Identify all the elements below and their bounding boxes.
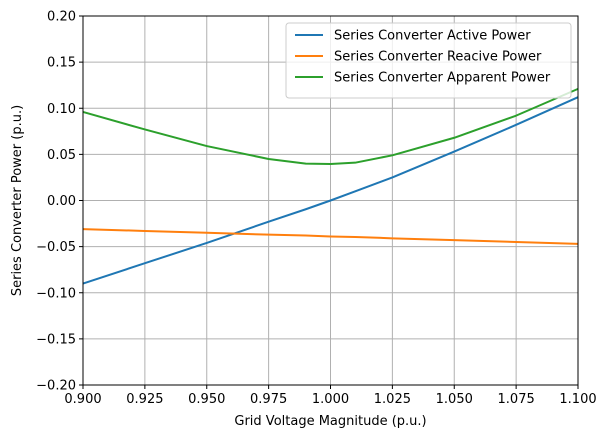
x-tick-label: 1.100: [559, 392, 596, 407]
legend: Series Converter Active Power Series Conv…: [285, 22, 572, 99]
y-tick-label: 0.10: [47, 102, 76, 117]
y-tick-label: 0.05: [47, 148, 76, 163]
x-axis-title: Grid Voltage Magnitude (p.u.): [234, 414, 426, 429]
legend-entry: Series Converter Apparent Power: [295, 71, 551, 86]
series-line-3: [82, 87, 579, 166]
legend-box: [285, 22, 572, 99]
y-tick-label: 0.20: [47, 10, 76, 25]
series-lines: [82, 87, 579, 285]
y-tick-label: −0.15: [36, 332, 76, 347]
legend-label: Series Converter Reacive Power: [334, 50, 542, 65]
legend-label: Series Converter Apparent Power: [334, 71, 551, 86]
x-tick-label: 1.050: [436, 392, 473, 407]
y-tick-label: −0.05: [36, 240, 76, 255]
legend-entry: Series Converter Active Power: [295, 29, 531, 44]
y-tick-label: −0.10: [36, 286, 76, 301]
x-tick-label: 1.000: [312, 392, 349, 407]
legend-entry: Series Converter Reacive Power: [295, 50, 542, 65]
x-tick-label: 1.075: [498, 392, 535, 407]
x-tick-label: 0.925: [126, 392, 163, 407]
axis-ticks: 0.900 0.925 0.950 0.975 1.000 1.025 1.050 1.075…: [36, 10, 596, 408]
series-line-1: [82, 96, 579, 285]
x-tick-label: 0.975: [250, 392, 287, 407]
y-tick-label: 0.00: [47, 194, 76, 209]
y-axis-title: Series Converter Power (p.u.): [10, 105, 25, 296]
series-line-2: [82, 228, 579, 245]
legend-label: Series Converter Active Power: [334, 29, 531, 44]
x-tick-label: 1.025: [374, 392, 411, 407]
x-tick-label: 0.950: [188, 392, 225, 407]
y-tick-label: −0.20: [36, 379, 76, 394]
y-tick-label: 0.15: [47, 56, 76, 71]
x-tick-label: 0.900: [64, 392, 101, 407]
